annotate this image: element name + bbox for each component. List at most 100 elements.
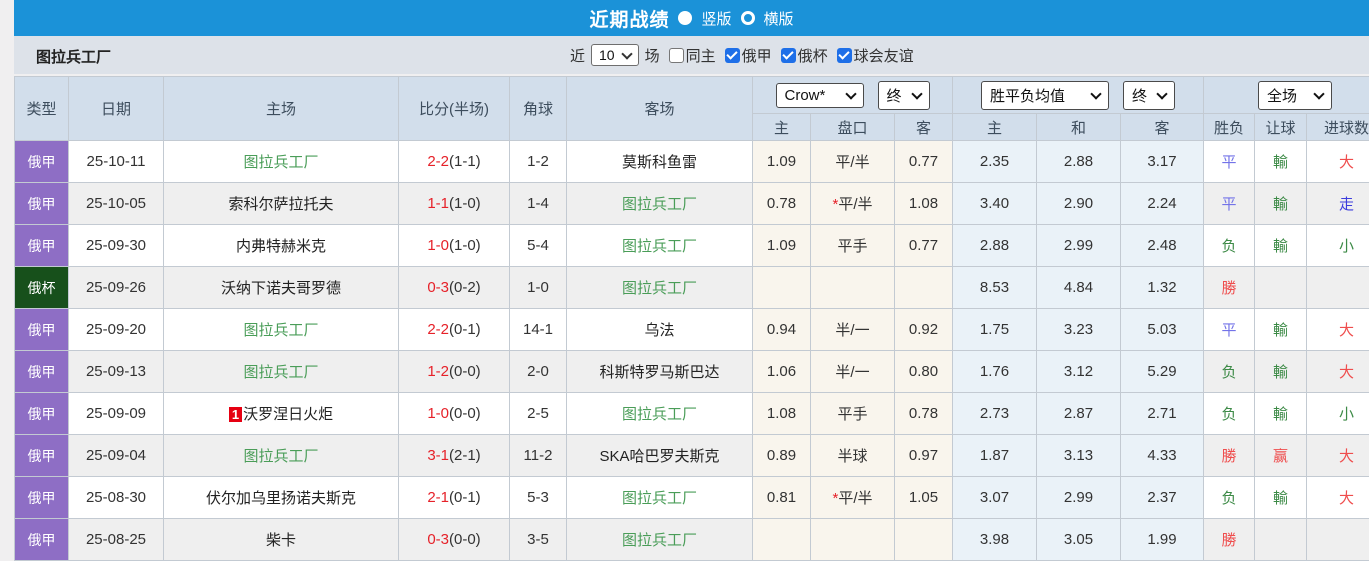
results-table-body: 俄甲 25-10-11 图拉兵工厂 2-2(1-1) 1-2 莫斯科鱼雷 1.0…: [15, 141, 1369, 561]
win-loss-result: 负: [1204, 393, 1255, 435]
subcol-euro-home: 主: [953, 114, 1037, 141]
euro-away-odds: 2.48: [1121, 225, 1204, 267]
table-row: 俄甲 25-10-05 索科尔萨拉托夫 1-1(1-0) 1-4 图拉兵工厂 0…: [15, 183, 1369, 225]
club-friendly-checkbox[interactable]: [837, 48, 852, 63]
league-badge: 俄甲: [15, 393, 69, 435]
asian-home-odds: 0.94: [753, 309, 811, 351]
vertical-radio-label[interactable]: 竖版: [701, 8, 731, 29]
score-cell: 2-1(0-1): [399, 477, 510, 519]
euro-draw-odds: 2.87: [1037, 393, 1121, 435]
asian-final-select[interactable]: 终: [878, 81, 930, 110]
filter-controls: 近 10 场 同主 俄甲 俄杯 球会友谊: [570, 36, 914, 74]
away-team-cell: 莫斯科鱼雷: [567, 141, 753, 183]
score-cell: 2-2(1-1): [399, 141, 510, 183]
asian-home-odds: [753, 519, 811, 561]
full-match-select[interactable]: 全场: [1258, 81, 1332, 110]
home-team-cell: 图拉兵工厂: [164, 309, 399, 351]
handicap-line: 平手: [837, 238, 867, 255]
result-group-header: 全场: [1204, 77, 1369, 114]
goals-result: [1307, 267, 1369, 309]
handicap-cell: 平/半: [811, 141, 895, 183]
home-team-name: 图拉兵工厂: [243, 448, 318, 465]
page-title: 近期战绩: [589, 5, 669, 32]
asian-away-odds: 0.78: [895, 393, 953, 435]
handicap-line: 半球: [837, 448, 867, 465]
euro-home-odds: 1.75: [953, 309, 1037, 351]
home-team-name: 伏尔加乌里扬诺夫斯克: [206, 490, 356, 507]
euro-away-odds: 2.37: [1121, 477, 1204, 519]
handicap-line: 平/半: [835, 154, 869, 171]
win-loss-result: 勝: [1204, 519, 1255, 561]
russia-cup-checkbox[interactable]: [781, 48, 796, 63]
results-panel: 近期战绩 竖版 横版 图拉兵工厂 近 10 场 同主 俄甲 俄杯 球会友谊: [14, 0, 1369, 561]
russia-d1-checkbox[interactable]: [725, 48, 740, 63]
half-time-score: (0-1): [449, 489, 481, 506]
away-team-name: 图拉兵工厂: [622, 280, 697, 297]
subcol-handicap: 盘口: [811, 114, 895, 141]
bookmaker-select-value: Crow*: [785, 87, 826, 104]
euro-draw-odds: 4.84: [1037, 267, 1121, 309]
home-team-name: 图拉兵工厂: [243, 322, 318, 339]
euro-home-odds: 3.98: [953, 519, 1037, 561]
asian-home-odds: 0.89: [753, 435, 811, 477]
europe-final-select[interactable]: 终: [1123, 81, 1175, 110]
away-team-cell: 图拉兵工厂: [567, 183, 753, 225]
home-team-cell: 伏尔加乌里扬诺夫斯克: [164, 477, 399, 519]
goals-result: 走: [1307, 183, 1369, 225]
handicap-result: 輸: [1255, 351, 1307, 393]
col-header-away: 客场: [567, 77, 753, 141]
full-time-score: 0-3: [427, 531, 449, 548]
handicap-result: 赢: [1255, 435, 1307, 477]
handicap-result: 輸: [1255, 141, 1307, 183]
subcol-win-loss: 胜负: [1204, 114, 1255, 141]
euro-draw-odds: 2.99: [1037, 477, 1121, 519]
asian-away-odds: 0.77: [895, 225, 953, 267]
same-home-label[interactable]: 同主: [686, 45, 716, 66]
score-cell: 1-1(1-0): [399, 183, 510, 225]
col-header-corner: 角球: [510, 77, 567, 141]
handicap-result: [1255, 519, 1307, 561]
league-badge: 俄甲: [15, 141, 69, 183]
corner-count: 2-0: [510, 351, 567, 393]
home-team-cell: 图拉兵工厂: [164, 141, 399, 183]
filter-bar: 图拉兵工厂 近 10 场 同主 俄甲 俄杯 球会友谊: [14, 36, 1369, 74]
win-loss-result: 平: [1204, 141, 1255, 183]
recent-count-select[interactable]: 10: [591, 44, 639, 66]
europe-final-select-value: 终: [1132, 85, 1147, 106]
away-team-name: 图拉兵工厂: [622, 532, 697, 549]
half-time-score: (0-2): [449, 279, 481, 296]
club-friendly-label[interactable]: 球会友谊: [854, 45, 914, 66]
handicap-cell: 半/一: [811, 351, 895, 393]
corner-count: 2-5: [510, 393, 567, 435]
full-time-score: 1-2: [427, 363, 449, 380]
subcol-euro-away: 客: [1121, 114, 1204, 141]
horizontal-radio[interactable]: [741, 11, 755, 25]
europe-odds-select[interactable]: 胜平负均值: [981, 81, 1109, 110]
euro-draw-odds: 2.99: [1037, 225, 1121, 267]
handicap-result: 輸: [1255, 393, 1307, 435]
table-row: 俄甲 25-08-25 柴卡 0-3(0-0) 3-5 图拉兵工厂 3.98 3…: [15, 519, 1369, 561]
score-cell: 3-1(2-1): [399, 435, 510, 477]
home-team-cell: 柴卡: [164, 519, 399, 561]
russia-cup-label[interactable]: 俄杯: [798, 45, 828, 66]
corner-count: 14-1: [510, 309, 567, 351]
table-row: 俄甲 25-09-13 图拉兵工厂 1-2(0-0) 2-0 科斯特罗马斯巴达 …: [15, 351, 1369, 393]
home-team-cell: 沃纳下诺夫哥罗德: [164, 267, 399, 309]
match-date: 25-09-04: [69, 435, 164, 477]
same-home-checkbox[interactable]: [669, 48, 684, 63]
euro-home-odds: 2.35: [953, 141, 1037, 183]
asian-away-odds: 0.80: [895, 351, 953, 393]
goals-result: 大: [1307, 435, 1369, 477]
vertical-radio[interactable]: [678, 11, 692, 25]
euro-draw-odds: 3.13: [1037, 435, 1121, 477]
corner-count: 5-4: [510, 225, 567, 267]
full-time-score: 0-3: [427, 279, 449, 296]
horizontal-radio-label[interactable]: 横版: [764, 8, 794, 29]
bookmaker-select[interactable]: Crow*: [776, 83, 864, 108]
russia-d1-label[interactable]: 俄甲: [742, 45, 772, 66]
half-time-score: (0-0): [449, 363, 481, 380]
home-team-name: 沃纳下诺夫哥罗德: [221, 280, 341, 297]
asian-home-odds: [753, 267, 811, 309]
score-cell: 1-2(0-0): [399, 351, 510, 393]
